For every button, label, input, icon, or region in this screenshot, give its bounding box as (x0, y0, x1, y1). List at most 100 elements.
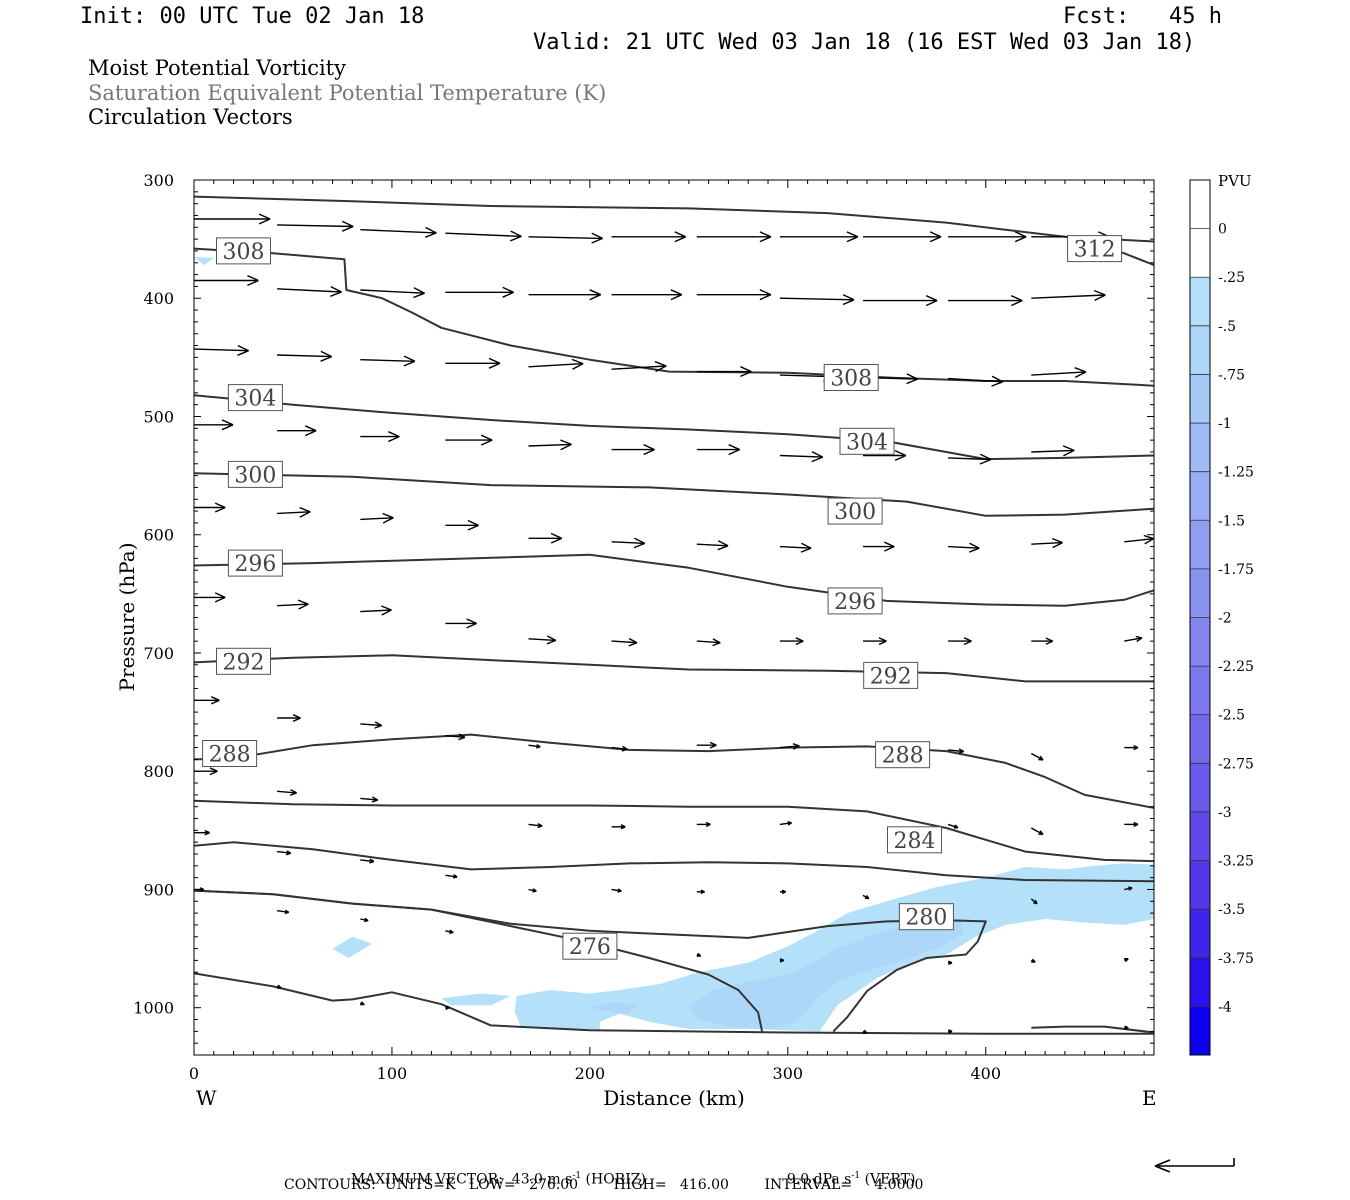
circulation-vector-98 (1030, 898, 1038, 905)
circulation-vector-115 (1124, 1025, 1129, 1031)
colorbar-label-14: -3.5 (1218, 902, 1245, 918)
circulation-vector-114 (948, 1029, 953, 1034)
circulation-vector-91 (360, 858, 375, 864)
y-axis-label: Pressure (hPa) (115, 543, 139, 692)
contour-label-7: 296 (234, 552, 276, 577)
colorbar-label-16: -4 (1218, 999, 1232, 1015)
circulation-vector-35 (360, 431, 400, 443)
circulation-vector-43 (1031, 445, 1075, 457)
circulation-vector-59 (445, 618, 477, 629)
circulation-vector-57 (277, 599, 309, 610)
circulation-vector-5 (611, 231, 686, 243)
contour-label-2: 308 (830, 367, 872, 392)
circulation-vector-4 (528, 232, 603, 244)
contour-label-12: 288 (882, 744, 924, 769)
y-tick-label-1000: 1000 (133, 999, 174, 1018)
circulation-vector-46 (360, 512, 394, 524)
colorbar-swatch-4 (1190, 374, 1210, 424)
colorbar-label-3: -.75 (1218, 367, 1245, 383)
circulation-vector-38 (611, 444, 655, 456)
contour-label-13: 284 (894, 829, 936, 854)
max-vector-vert-exponent: -1 (851, 1171, 861, 1181)
circulation-vector-22 (193, 344, 249, 356)
circulation-vector-105 (696, 952, 702, 957)
circulation-vector-65 (948, 637, 972, 646)
circulation-vector-7 (779, 231, 859, 243)
contour-label-box-5 (227, 460, 283, 488)
circulation-vector-24 (360, 355, 416, 367)
isentrope-276-13 (1031, 1025, 1154, 1034)
circulation-vector-112 (445, 1005, 450, 1010)
isentrope-288-7 (194, 733, 1154, 809)
pv-shaded-region-1 (332, 936, 373, 958)
colorbar-swatch-3 (1190, 325, 1210, 375)
circulation-vector-1 (277, 220, 354, 232)
colorbar-swatch-11 (1190, 714, 1210, 764)
contour-label-4: 304 (846, 430, 888, 455)
pv-shaded-region-0 (514, 863, 1154, 1032)
title-theta-es: Saturation Equivalent Potential Temperat… (88, 81, 607, 105)
contour-label-box-0 (1067, 235, 1123, 263)
reference-vector (1154, 1158, 1235, 1173)
circulation-vector-99 (1124, 886, 1133, 891)
isentrope-312-0 (194, 195, 1154, 243)
colorbar-label-0: 0 (1218, 222, 1227, 238)
contour-label-0: 312 (1074, 238, 1116, 263)
circulation-vector-20 (948, 295, 1023, 307)
y-tick-label-500: 500 (143, 407, 174, 426)
contour-label-9: 292 (223, 650, 265, 675)
title-moist-pv: Moist Potential Vorticity (88, 56, 346, 80)
circulation-vector-63 (779, 637, 804, 646)
circulation-vector-44 (194, 502, 226, 513)
pv-shading-layer (194, 256, 1154, 1032)
circulation-vector-27 (611, 361, 667, 373)
circulation-vector-37 (528, 439, 572, 451)
contour-label-box-14 (898, 903, 954, 931)
circulation-vector-56 (194, 592, 226, 603)
circulation-vector-70 (360, 721, 383, 729)
max-vector-horiz-tag: (HORIZ) (581, 1171, 646, 1188)
circulation-vector-74 (696, 741, 717, 749)
colorbar-title: PVU (1218, 172, 1252, 190)
circulation-vector-18 (779, 294, 855, 306)
y-tick-label-600: 600 (143, 526, 174, 545)
colorbar-swatch-14 (1190, 860, 1210, 910)
isentrope-308-2 (194, 247, 1154, 387)
colorbar-swatch-13 (1190, 811, 1210, 861)
contour-label-box-9 (216, 647, 271, 675)
colorbar-swatch-5 (1190, 423, 1210, 472)
circulation-vector-83 (611, 824, 626, 830)
circulation-vector-71 (445, 733, 466, 741)
init-time: Init: 00 UTC Tue 02 Jan 18 (80, 4, 425, 29)
circulation-vector-68 (194, 696, 220, 705)
colorbar-swatch-9 (1190, 617, 1210, 667)
contour-label-box-10 (863, 661, 919, 689)
circulation-vector-40 (779, 451, 824, 463)
contour-label-layer: 312 308 308 304 304 300 300 296 296 292 292 288 288 2… (202, 235, 1123, 960)
colorbar-label-7: -1.75 (1218, 562, 1254, 578)
isentrope-284-8 (194, 799, 1154, 863)
x-tick-label-300: 300 (773, 1064, 804, 1083)
circulation-vector-21 (1031, 289, 1106, 302)
circulation-vector-31 (948, 375, 1004, 387)
contour-label-6: 300 (834, 500, 876, 525)
circulation-vector-69 (277, 714, 301, 722)
colorbar-label-2: -.5 (1218, 319, 1236, 335)
circulation-vector-94 (611, 888, 622, 893)
colorbar-label-12: -3 (1218, 805, 1232, 821)
x-tick-label-200: 200 (575, 1064, 606, 1083)
contour-label-box-2 (823, 364, 879, 391)
contour-label-box-12 (875, 741, 931, 769)
circulation-vector-3 (445, 230, 522, 242)
circulation-vector-73 (611, 745, 628, 752)
circulation-vector-84 (696, 821, 711, 828)
colorbar-label-5: -1.25 (1218, 465, 1254, 481)
pv-shaded-region-4 (688, 920, 962, 1029)
y-tick-label-800: 800 (143, 762, 174, 781)
west-label: W (196, 1086, 217, 1110)
contour-label-8: 296 (834, 590, 876, 615)
circulation-vector-92 (445, 874, 458, 879)
isentrope-276-12 (194, 972, 1154, 1035)
max-vector-info: MAXIMUM VECTOR: 43.0 m s-1 (HORIZ) (342, 1158, 646, 1187)
